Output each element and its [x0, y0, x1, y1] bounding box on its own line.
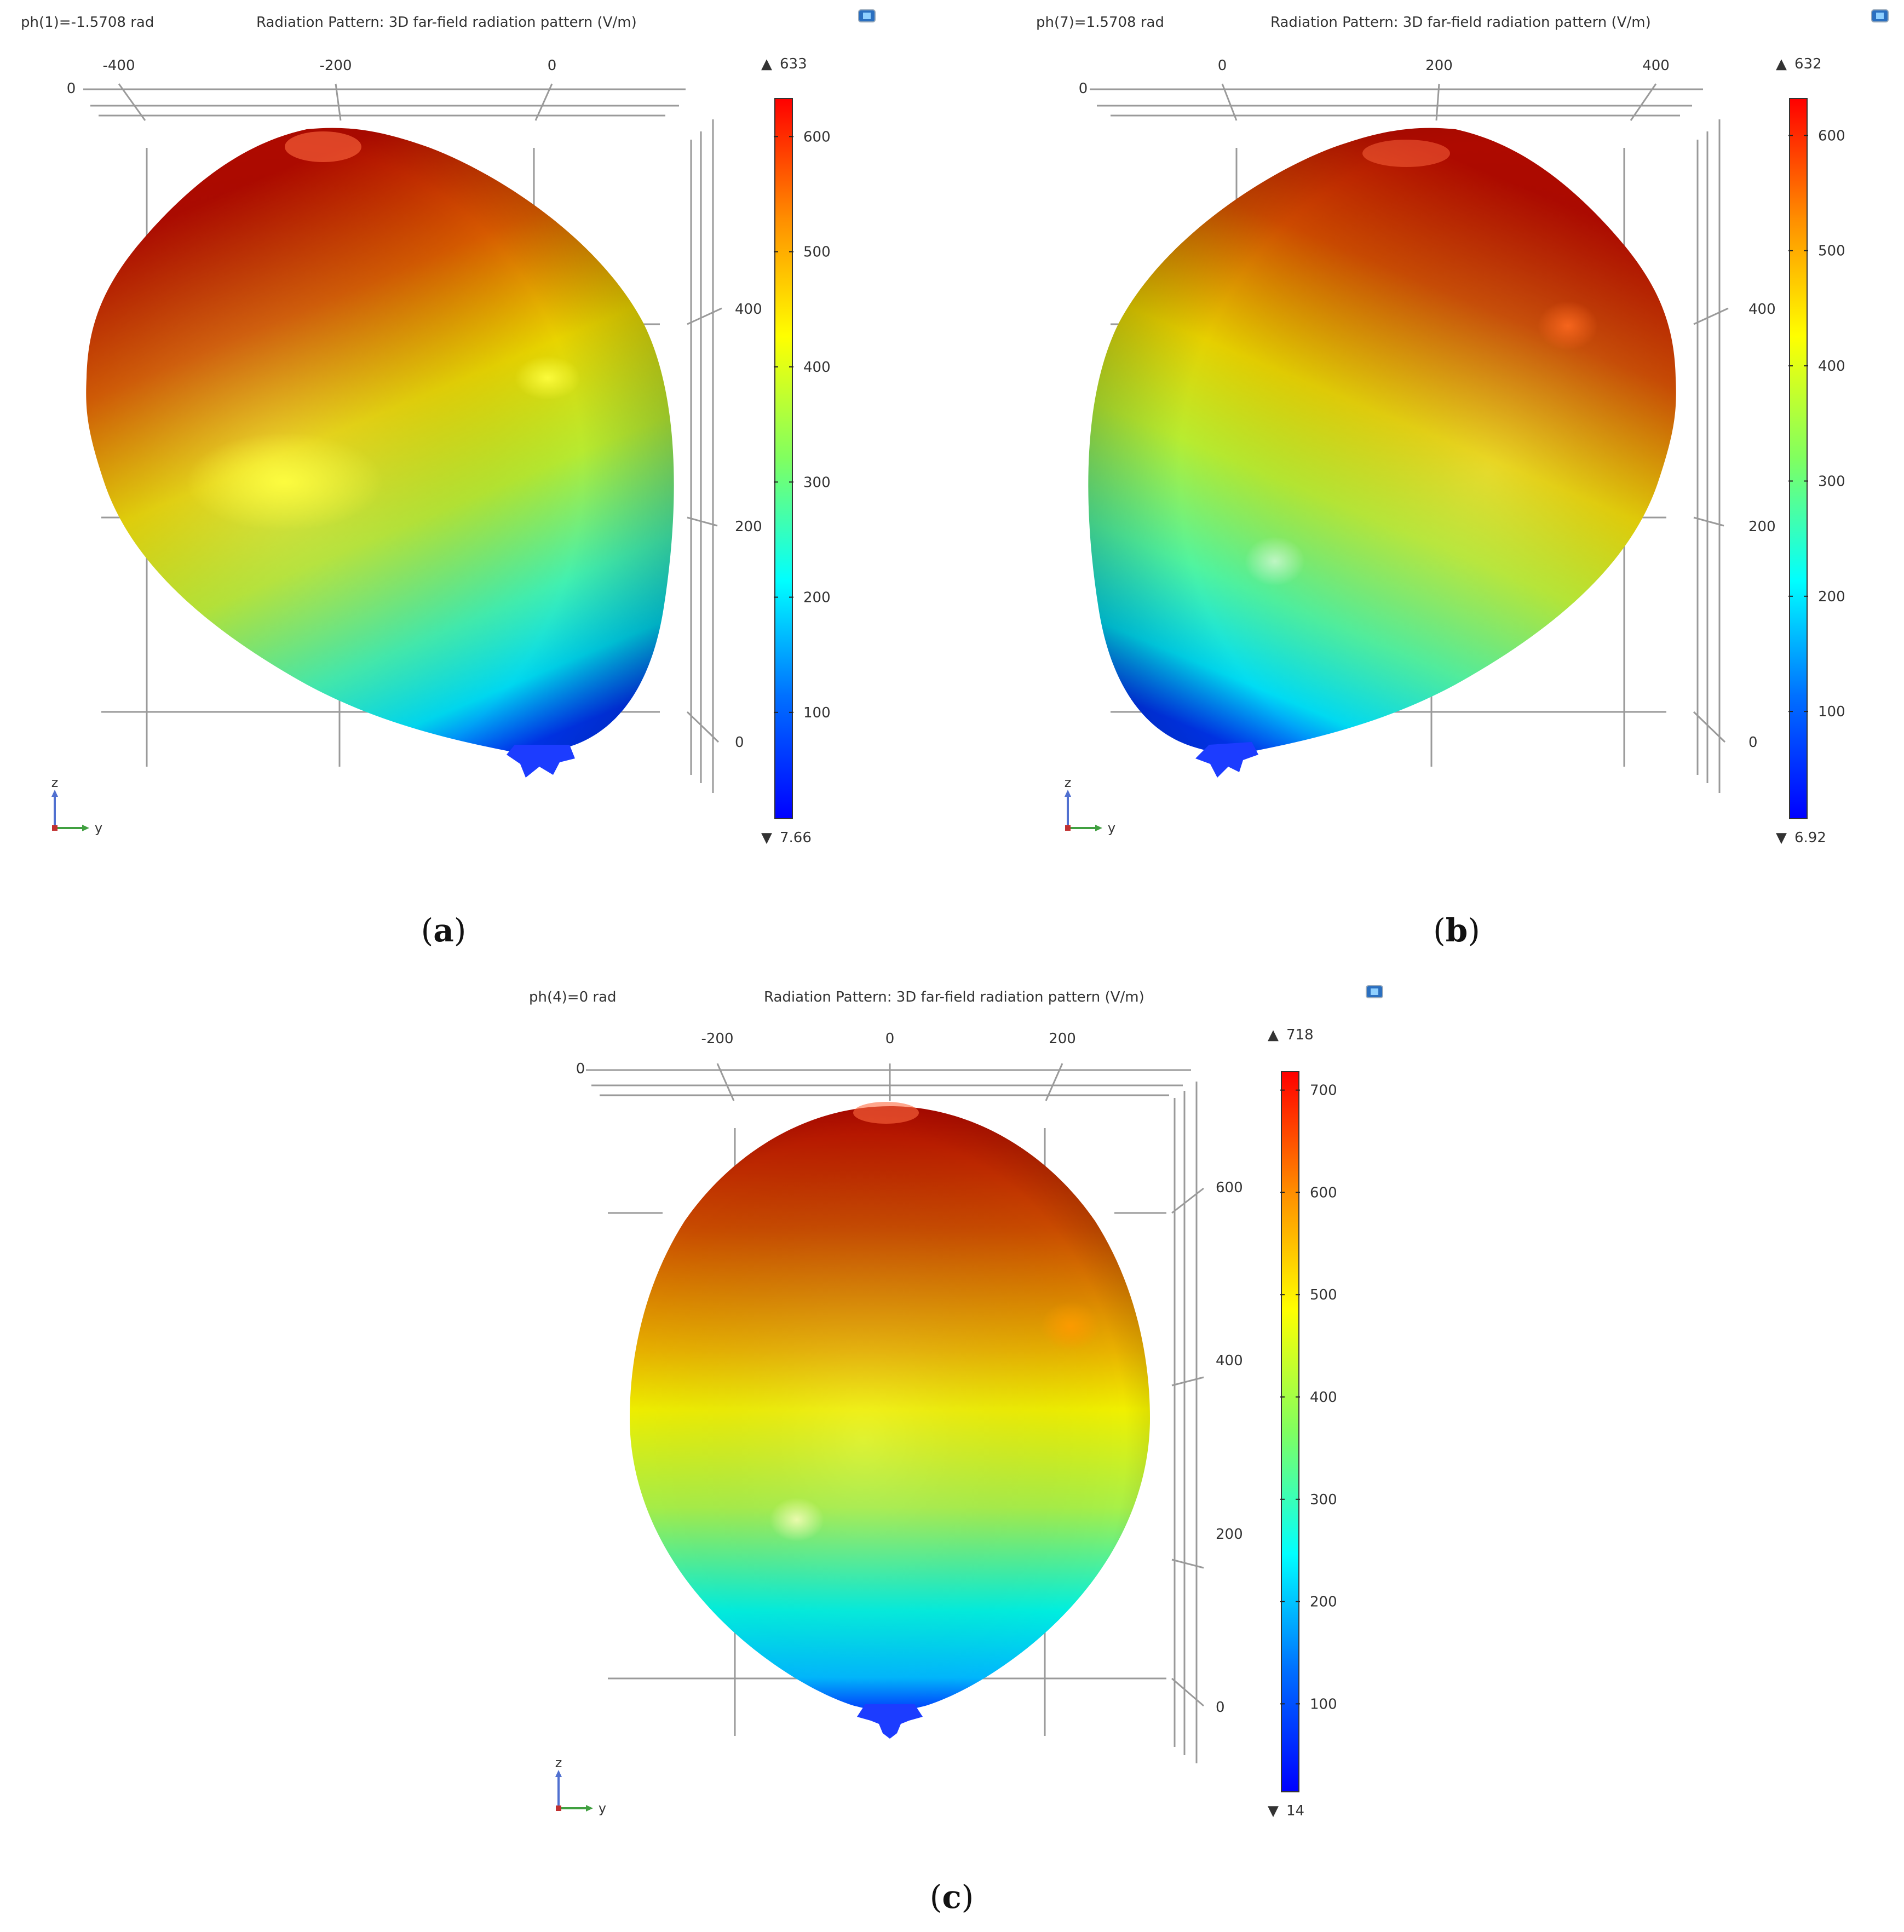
colorbar-b: [1789, 98, 1808, 819]
panel-a: ph(1)=-1.5708 rad Radiation Pattern: 3D …: [0, 0, 952, 964]
colorbar-tick-label: 300: [1818, 473, 1845, 490]
colorbar-c: [1281, 1071, 1299, 1792]
plot-title: Radiation Pattern: 3D far-field radiatio…: [764, 989, 1144, 1005]
parameter-label: ph(4)=0 rad: [529, 989, 617, 1005]
v-tick-label: 400: [1748, 301, 1776, 318]
v-tick-label: 0: [1748, 734, 1758, 751]
axis-triad: [51, 790, 89, 831]
colorbar-min-marker: ▼: [1776, 830, 1787, 846]
colorbar-tick-label: 500: [1818, 243, 1845, 260]
colorbar-tick-label: 300: [803, 474, 831, 491]
colorbar-tick-label: 100: [803, 705, 831, 721]
colorbar-tick-label: 400: [803, 359, 831, 376]
h-axis-zero: 0: [67, 81, 76, 97]
v-tick-label: 0: [735, 734, 744, 751]
panel-b: ph(7)=1.5708 rad Radiation Pattern: 3D f…: [952, 0, 1904, 964]
triad-z-label: z: [555, 1755, 562, 1770]
colorbar-tick-label: 500: [1310, 1287, 1337, 1303]
h-axis-zero: 0: [576, 1061, 585, 1077]
colorbar-tick-label: 600: [1818, 128, 1845, 144]
h-tick-label: -200: [701, 1031, 733, 1047]
panel-caption: (b): [1433, 912, 1480, 949]
colorbar-max-label: 632: [1794, 56, 1822, 72]
colorbar-tick-label: 100: [1310, 1696, 1337, 1712]
panel-caption: (a): [421, 912, 467, 949]
colorbar-tick-label: 500: [803, 244, 831, 261]
v-tick-label: 200: [735, 519, 762, 535]
colorbar-min-label: 14: [1286, 1803, 1304, 1819]
camera-icon[interactable]: [1871, 9, 1889, 22]
parameter-label: ph(7)=1.5708 rad: [1036, 14, 1164, 31]
triad-z-label: z: [51, 775, 59, 790]
colorbar-tick-label: 200: [803, 590, 831, 606]
colorbar-ticks-a: 100 200 300 400 500 600: [774, 129, 831, 721]
camera-icon[interactable]: [858, 9, 876, 22]
colorbar-tick-label: 600: [803, 129, 831, 145]
colorbar-tick-label: 200: [1818, 589, 1845, 605]
colorbar-max-marker: ▲: [1776, 56, 1787, 72]
colorbar-min-label: 7.66: [780, 830, 812, 846]
h-tick-label: -200: [319, 58, 352, 74]
radiation-lobe-b: [1088, 128, 1676, 778]
axis-triad: [555, 1770, 593, 1812]
v-tick-label: 0: [1216, 1699, 1225, 1716]
plot-b-svg: 0 0 200 400 400 200 0 z y 100 200 300 400 50…: [1065, 9, 1889, 846]
v-tick-label: 400: [735, 301, 762, 318]
colorbar-tick-label: 100: [1818, 704, 1845, 720]
colorbar-tick-label: 600: [1310, 1185, 1337, 1201]
colorbar-max-marker: ▲: [1268, 1027, 1279, 1043]
colorbar-min-marker: ▼: [1268, 1803, 1279, 1819]
h-tick-label: 200: [1049, 1031, 1076, 1047]
triad-y-label: y: [599, 1801, 606, 1816]
h-tick-label: 200: [1425, 58, 1453, 74]
triad-z-label: z: [1065, 775, 1072, 790]
colorbar-tick-label: 200: [1310, 1594, 1337, 1611]
camera-icon[interactable]: [1366, 985, 1383, 998]
colorbar-max-label: 718: [1286, 1027, 1314, 1043]
colorbar-tick-label: 400: [1310, 1389, 1337, 1406]
v-tick-label: 200: [1216, 1526, 1243, 1543]
colorbar-min-label: 6.92: [1794, 830, 1826, 846]
triad-y-label: y: [95, 820, 102, 836]
colorbar-ticks-c: 100 200 300 400 500 600 700: [1280, 1083, 1337, 1712]
plot-c-svg: 0 -200 0 200 600 400 200 0 z y 100 200 300…: [555, 985, 1383, 1819]
colorbar-a: [774, 98, 793, 819]
panel-c: ph(4)=0 rad Radiation Pattern: 3D far-fi…: [493, 969, 1424, 1932]
v-tick-label: 200: [1748, 519, 1776, 535]
colorbar-tick-label: 700: [1310, 1083, 1337, 1099]
h-tick-label: -400: [102, 58, 135, 74]
radiation-lobe-c: [630, 1102, 1150, 1739]
v-tick-label: 600: [1216, 1180, 1243, 1196]
axis-triad: [1065, 790, 1102, 831]
v-tick-label: 400: [1216, 1353, 1243, 1369]
h-axis-zero: 0: [1079, 81, 1088, 97]
radiation-lobe-a: [86, 128, 674, 778]
plot-title: Radiation Pattern: 3D far-field radiatio…: [256, 14, 637, 31]
parameter-label: ph(1)=-1.5708 rad: [21, 14, 154, 31]
colorbar-tick-label: 300: [1310, 1492, 1337, 1508]
triad-y-label: y: [1108, 820, 1115, 836]
h-tick-label: 0: [548, 58, 557, 74]
h-tick-label: 400: [1642, 58, 1670, 74]
h-tick-label: 0: [885, 1031, 895, 1047]
h-tick-label: 0: [1218, 58, 1227, 74]
panel-caption: (c): [929, 1878, 974, 1916]
plot-title: Radiation Pattern: 3D far-field radiatio…: [1270, 14, 1651, 31]
colorbar-ticks-b: 100 200 300 400 500 600: [1788, 128, 1845, 720]
colorbar-min-marker: ▼: [761, 830, 772, 846]
colorbar-tick-label: 400: [1818, 358, 1845, 375]
colorbar-max-label: 633: [780, 56, 807, 72]
colorbar-max-marker: ▲: [761, 56, 772, 72]
